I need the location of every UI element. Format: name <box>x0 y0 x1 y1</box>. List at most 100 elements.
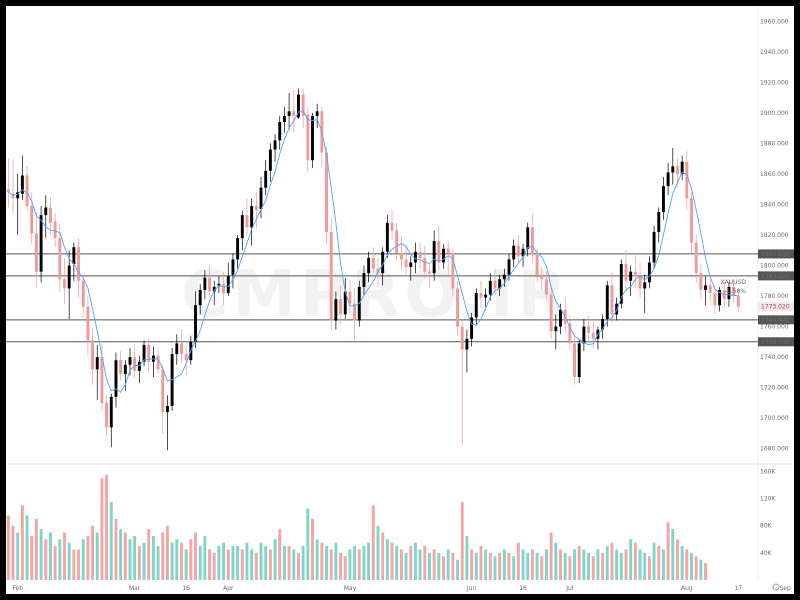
candle-body <box>530 227 534 255</box>
level-price-label-bg <box>758 271 794 281</box>
volume-bar <box>699 559 703 580</box>
volume-bar <box>643 552 647 580</box>
candle-body <box>587 326 591 333</box>
candle-body <box>708 285 712 294</box>
candle-body <box>479 293 483 298</box>
volume-bar <box>573 549 576 580</box>
candle-body <box>559 309 562 327</box>
candle-body <box>624 264 628 281</box>
candle-body <box>264 170 268 188</box>
time-tick-label: 16 <box>519 585 527 592</box>
candle-body <box>474 293 478 318</box>
volume-bar <box>521 549 525 580</box>
volume-bar <box>470 549 474 580</box>
volume-bar <box>545 549 548 580</box>
candle-body <box>704 285 707 290</box>
volume-bar <box>128 539 132 580</box>
candle-body <box>100 357 104 403</box>
volume-bar <box>381 532 385 580</box>
volume-bar <box>114 518 118 580</box>
volume-bar <box>184 549 188 580</box>
axis-settings-icon[interactable] <box>772 583 780 591</box>
volume-bar <box>306 508 310 580</box>
candle-body <box>666 172 670 187</box>
volume-bar <box>549 532 553 580</box>
candle-body <box>208 277 211 292</box>
candle-body <box>259 187 263 210</box>
candle-body <box>11 193 15 199</box>
volume-bar <box>287 546 291 580</box>
candle-body <box>413 251 417 263</box>
candle-body <box>629 271 633 281</box>
price-tick-label: 1680.000 <box>760 446 789 453</box>
candle-body <box>535 254 539 275</box>
volume-bar <box>690 552 693 580</box>
candle-body <box>718 289 722 306</box>
candle-body <box>287 111 291 116</box>
volume-bar <box>624 549 628 580</box>
volume-bar <box>58 539 62 580</box>
candle-body <box>521 248 525 257</box>
volume-bar <box>610 542 614 580</box>
time-tick-label: Feb <box>12 585 23 592</box>
candle-body <box>512 245 516 260</box>
volume-bar <box>245 542 249 580</box>
volume-bar <box>474 552 478 580</box>
candle-body <box>63 279 66 289</box>
volume-bar <box>63 532 66 580</box>
volume-bar <box>170 542 174 580</box>
volume-bar <box>217 546 221 580</box>
volume-bar <box>568 556 572 580</box>
volume-bar <box>119 529 123 580</box>
time-tick-label: Aug <box>681 585 693 592</box>
candle-body <box>53 221 57 239</box>
volume-bar <box>385 539 389 580</box>
volume-bar <box>95 532 99 580</box>
volume-bar <box>484 549 488 580</box>
candle-body <box>643 282 647 289</box>
volume-bar <box>591 556 595 580</box>
symbol-badge: XAUUSD <box>721 279 747 286</box>
candle-body <box>498 279 502 289</box>
candle-body <box>573 343 576 377</box>
candle-body <box>292 111 296 116</box>
level-price-label: 1807.610 <box>761 251 790 258</box>
volume-bar <box>91 525 95 580</box>
volume-bar <box>236 546 240 580</box>
time-tick-label: 16 <box>182 585 190 592</box>
candle-body <box>306 114 310 161</box>
price-tick-label: 1760.000 <box>760 324 789 331</box>
volume-bar <box>254 552 258 580</box>
candle-body <box>545 279 548 295</box>
candle-body <box>58 238 62 280</box>
volume-bar <box>343 556 347 580</box>
candlestick-chart[interactable]: CMPRO.IR 1960.000 1940.000 1920.000 1900.00… <box>6 6 794 594</box>
candle-body <box>236 238 240 260</box>
candle-body <box>619 264 623 304</box>
last-price-label-bg <box>758 302 794 312</box>
candle-body <box>442 248 445 263</box>
candles <box>6 88 740 451</box>
volume-bar <box>282 546 286 580</box>
candle-body <box>432 241 436 274</box>
candle-body <box>554 326 558 332</box>
last-price-label: 1773.020 <box>761 304 790 311</box>
volume-bar <box>619 552 623 580</box>
volume-bar <box>633 542 637 580</box>
volume-bar <box>226 549 230 580</box>
candle-body <box>315 111 319 116</box>
volume-bar <box>362 546 366 580</box>
volume-bar <box>203 535 207 580</box>
price-tick-label: 1700.000 <box>760 415 789 422</box>
candle-body <box>334 299 338 321</box>
candle-body <box>385 222 389 252</box>
volume-bar <box>100 478 104 580</box>
volume-bar <box>680 546 684 580</box>
volume-bar <box>479 546 483 580</box>
candle-body <box>273 140 277 150</box>
candle-body <box>109 396 113 428</box>
price-badges: XAUUSD -1.58% 1807.6101793.2201764.44017… <box>721 249 794 347</box>
volume-bar <box>577 546 581 580</box>
candle-body <box>72 247 76 265</box>
candle-body <box>493 280 497 289</box>
